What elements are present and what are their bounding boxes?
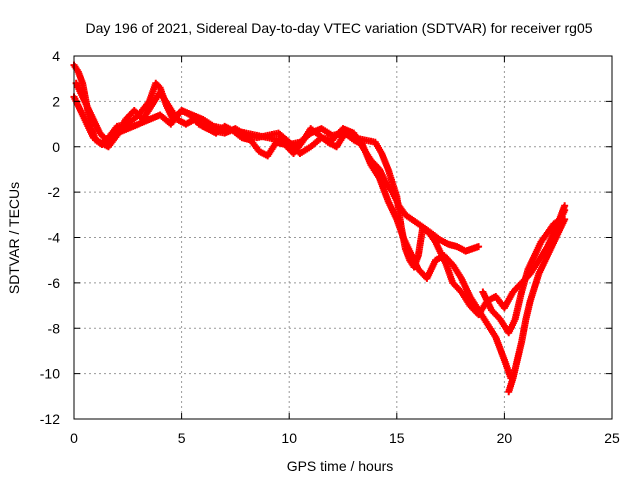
- data-point: [561, 206, 569, 214]
- grid: [74, 56, 612, 419]
- x-tick-label: 20: [497, 430, 513, 446]
- y-tick-label: 0: [52, 139, 60, 155]
- series-track-e: [505, 215, 569, 396]
- y-tick-label: -4: [48, 230, 61, 246]
- y-tick-label: 4: [52, 48, 60, 64]
- data-point: [561, 215, 569, 223]
- y-axis-label: SDTVAR / TECUs: [6, 182, 22, 294]
- y-tick-label: -2: [48, 184, 61, 200]
- y-tick-label: 2: [52, 93, 60, 109]
- series-track-d: [479, 206, 569, 337]
- y-tick-label: -12: [40, 411, 60, 427]
- y-tick-label: -8: [48, 320, 61, 336]
- data-point: [475, 243, 483, 251]
- x-tick-label: 5: [178, 430, 186, 446]
- x-tick-label: 25: [604, 430, 620, 446]
- x-tick-label: 0: [70, 430, 78, 446]
- chart-title: Day 196 of 2021, Sidereal Day-to-day VTE…: [85, 20, 592, 36]
- x-tick-label: 10: [281, 430, 297, 446]
- x-tick-label: 15: [389, 430, 405, 446]
- data-points: [70, 61, 569, 396]
- series-track-c: [72, 79, 515, 382]
- y-tick-label: -6: [48, 275, 61, 291]
- x-axis-label: GPS time / hours: [287, 458, 394, 474]
- series-track-a: [70, 61, 569, 319]
- y-tick-label: -10: [40, 366, 60, 382]
